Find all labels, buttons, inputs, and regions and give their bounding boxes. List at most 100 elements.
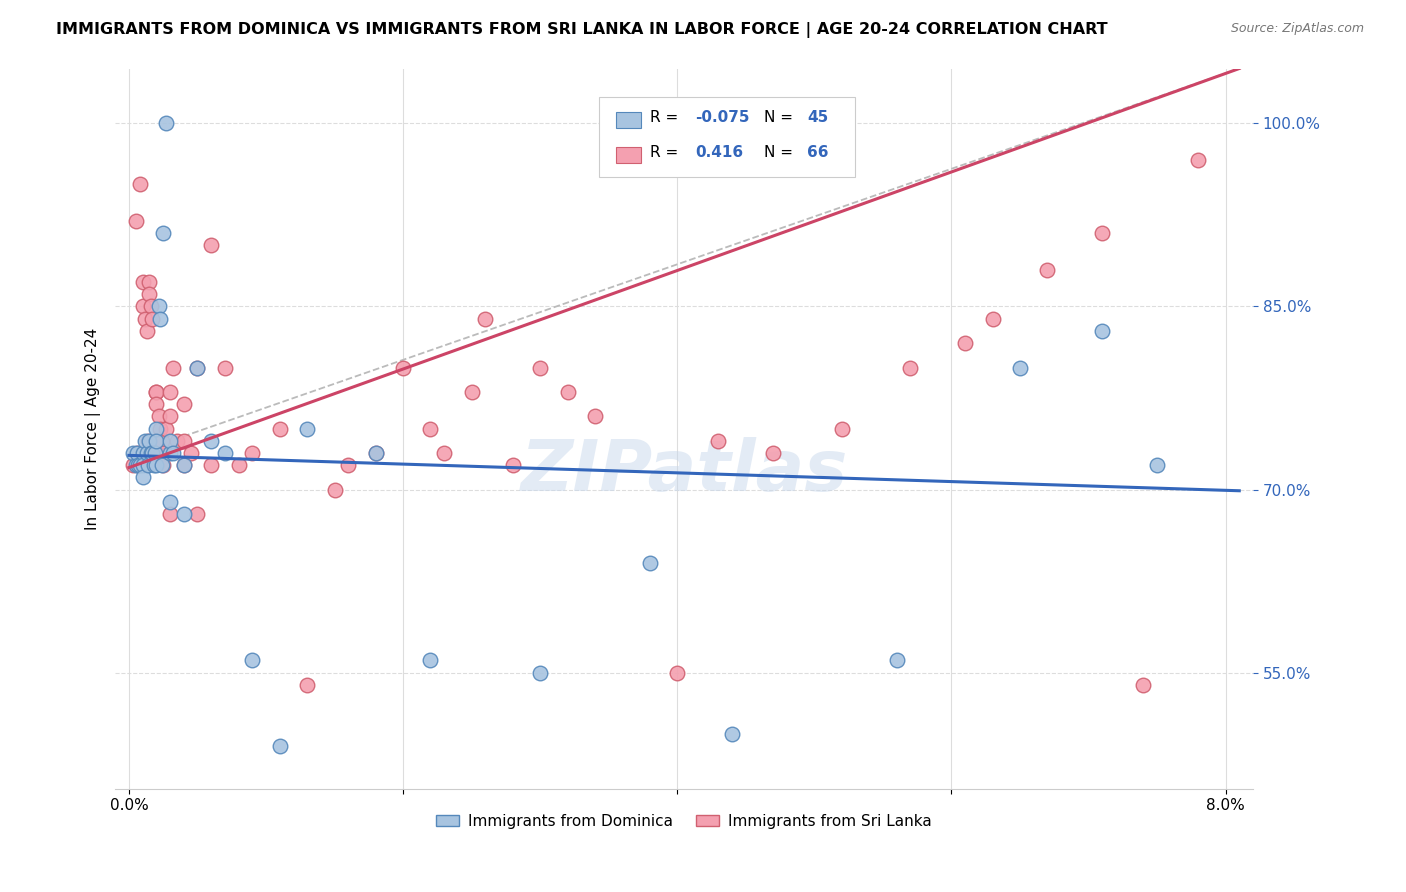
Point	[173, 507, 195, 521]
Point	[173, 397, 195, 411]
Point	[155, 421, 177, 435]
Point	[180, 446, 202, 460]
Point	[145, 384, 167, 399]
Point	[433, 446, 456, 460]
Point	[762, 446, 785, 460]
Point	[136, 434, 159, 448]
Point	[1146, 458, 1168, 472]
Point	[138, 434, 160, 448]
Point	[228, 458, 250, 472]
Point	[295, 421, 318, 435]
Text: N =: N =	[763, 145, 797, 160]
Point	[159, 446, 181, 460]
Point	[122, 446, 145, 460]
Point	[145, 384, 167, 399]
Point	[529, 665, 551, 680]
Point	[127, 446, 149, 460]
Point	[148, 409, 170, 424]
Point	[1091, 324, 1114, 338]
Point	[152, 458, 174, 472]
Point	[141, 311, 163, 326]
Point	[557, 384, 579, 399]
Point	[141, 446, 163, 460]
Text: ZIPatlas: ZIPatlas	[520, 437, 848, 507]
Point	[200, 238, 222, 252]
Point	[392, 360, 415, 375]
Point	[707, 434, 730, 448]
Point	[142, 446, 165, 460]
Point	[139, 300, 162, 314]
Point	[162, 446, 184, 460]
Point	[1091, 227, 1114, 241]
Point	[419, 421, 441, 435]
Legend: Immigrants from Dominica, Immigrants from Sri Lanka: Immigrants from Dominica, Immigrants fro…	[430, 807, 938, 835]
Point	[186, 360, 208, 375]
Text: R =: R =	[650, 110, 683, 125]
Point	[323, 483, 346, 497]
Point	[150, 434, 173, 448]
FancyBboxPatch shape	[616, 147, 641, 163]
Point	[981, 311, 1004, 326]
Point	[149, 421, 172, 435]
Point	[159, 494, 181, 508]
Point	[638, 556, 661, 570]
Point	[131, 458, 153, 472]
Point	[583, 409, 606, 424]
Point	[721, 726, 744, 740]
Point	[134, 434, 156, 448]
Point	[128, 458, 150, 472]
Point	[131, 275, 153, 289]
Point	[128, 458, 150, 472]
Y-axis label: In Labor Force | Age 20-24: In Labor Force | Age 20-24	[86, 327, 101, 530]
Point	[364, 446, 387, 460]
Point	[135, 446, 157, 460]
Point	[159, 384, 181, 399]
Point	[145, 397, 167, 411]
Point	[155, 116, 177, 130]
Point	[474, 311, 496, 326]
Point	[142, 458, 165, 472]
Point	[269, 739, 291, 753]
Text: N =: N =	[763, 110, 797, 125]
Point	[612, 116, 634, 130]
Point	[1036, 263, 1059, 277]
Point	[886, 653, 908, 667]
Point	[128, 458, 150, 472]
Text: 66: 66	[807, 145, 828, 160]
Point	[152, 227, 174, 241]
Point	[143, 446, 166, 460]
Point	[1008, 360, 1031, 375]
Text: Source: ZipAtlas.com: Source: ZipAtlas.com	[1230, 22, 1364, 36]
Point	[134, 311, 156, 326]
Point	[148, 300, 170, 314]
Point	[173, 458, 195, 472]
Point	[529, 360, 551, 375]
Point	[125, 458, 148, 472]
Point	[419, 653, 441, 667]
Point	[240, 446, 263, 460]
Point	[200, 434, 222, 448]
Point	[295, 678, 318, 692]
Point	[150, 458, 173, 472]
FancyBboxPatch shape	[616, 112, 641, 128]
Point	[502, 458, 524, 472]
Point	[125, 214, 148, 228]
Point	[173, 434, 195, 448]
Point	[831, 421, 853, 435]
FancyBboxPatch shape	[599, 97, 855, 177]
Point	[200, 458, 222, 472]
Point	[145, 458, 167, 472]
Point	[131, 300, 153, 314]
Point	[135, 324, 157, 338]
Point	[898, 360, 921, 375]
Point	[127, 446, 149, 460]
Point	[159, 434, 181, 448]
Point	[214, 360, 236, 375]
Point	[149, 311, 172, 326]
Text: 0.416: 0.416	[696, 145, 744, 160]
Text: IMMIGRANTS FROM DOMINICA VS IMMIGRANTS FROM SRI LANKA IN LABOR FORCE | AGE 20-24: IMMIGRANTS FROM DOMINICA VS IMMIGRANTS F…	[56, 22, 1108, 38]
Point	[240, 653, 263, 667]
Point	[159, 409, 181, 424]
Point	[152, 446, 174, 460]
Point	[136, 458, 159, 472]
